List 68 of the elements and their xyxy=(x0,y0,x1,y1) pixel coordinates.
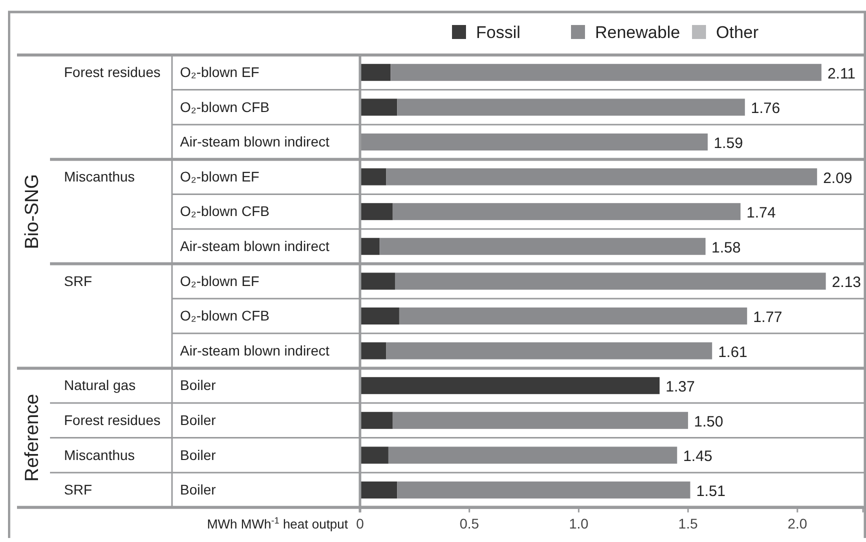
y-tick-label: Air-steam blown indirect xyxy=(180,238,330,254)
y-tick-label: O₂-blown CFB xyxy=(180,203,270,220)
bar xyxy=(360,412,393,429)
bar xyxy=(392,203,741,220)
bar xyxy=(390,64,822,81)
y-tick-label: Air-steam blown indirect xyxy=(180,342,330,358)
bar xyxy=(392,412,688,429)
bar xyxy=(386,168,818,186)
legend-label: Renewable xyxy=(595,23,680,42)
bar xyxy=(360,308,400,324)
x-tick-label: 1.5 xyxy=(678,515,698,532)
y-tick-label: Boiler xyxy=(180,412,216,428)
bar xyxy=(397,98,745,116)
total-label: 1.59 xyxy=(714,135,743,152)
bar xyxy=(360,482,398,498)
bar xyxy=(399,308,748,324)
bar xyxy=(360,342,386,360)
bar xyxy=(360,446,388,464)
text: SRF xyxy=(64,272,92,289)
text: Reference xyxy=(22,394,43,482)
text: Miscanthus xyxy=(64,168,135,184)
y-tick-label: Boiler xyxy=(180,446,216,463)
bar xyxy=(360,168,386,186)
total-label: 1.37 xyxy=(666,378,695,396)
bar xyxy=(360,203,393,220)
y-tick-label: O₂-blown CFB xyxy=(180,98,270,115)
total-label: 1.76 xyxy=(750,100,780,118)
total-label: 2.11 xyxy=(827,65,856,82)
x-tick-label: 1.0 xyxy=(568,515,589,532)
text: Bio-SNG xyxy=(22,174,43,250)
bar xyxy=(394,272,826,290)
bar xyxy=(386,342,712,360)
y-tick-label: O₂-blown EF xyxy=(180,272,260,289)
text: SRF xyxy=(64,482,92,498)
bar xyxy=(388,446,678,464)
total-label: 1.74 xyxy=(746,204,776,222)
x-tick-label: 0.5 xyxy=(460,515,480,532)
y-tick-label: O₂-blown EF xyxy=(180,168,260,184)
bar xyxy=(397,482,690,498)
text: Forest residues xyxy=(64,412,160,428)
y-tick-label: Boiler xyxy=(180,482,216,498)
total-label: 2.09 xyxy=(823,170,852,187)
x-tick-label: 0 xyxy=(356,515,364,532)
total-label: 1.77 xyxy=(753,309,782,326)
bar xyxy=(360,98,398,116)
y-tick-label: O₂-blown EF xyxy=(180,64,260,80)
total-label: 1.51 xyxy=(696,483,726,500)
total-label: 2.13 xyxy=(832,274,862,292)
total-label: 1.50 xyxy=(694,413,724,430)
total-label: 1.45 xyxy=(683,448,712,466)
total-label: 1.58 xyxy=(712,239,741,256)
x-tick-label: 2.0 xyxy=(788,515,808,532)
text: Natural gas xyxy=(64,377,136,394)
bar xyxy=(360,272,395,290)
legend-label: Other xyxy=(716,23,759,42)
legend-label: Fossil xyxy=(476,23,520,42)
total-label: 1.61 xyxy=(718,344,748,361)
bar xyxy=(360,238,380,255)
y-tick-label: O₂-blown CFB xyxy=(180,308,270,324)
text: Forest residues xyxy=(64,64,160,80)
bar xyxy=(360,377,660,394)
bar xyxy=(380,238,706,255)
x-axis-title: MWh MWh$^{-1}$ heat output xyxy=(206,515,348,532)
bar xyxy=(360,64,391,81)
y-tick-label: Air-steam blown indirect xyxy=(180,134,330,150)
bar xyxy=(360,134,708,150)
y-tick-label: Boiler xyxy=(180,377,216,394)
text: Miscanthus xyxy=(64,446,135,463)
